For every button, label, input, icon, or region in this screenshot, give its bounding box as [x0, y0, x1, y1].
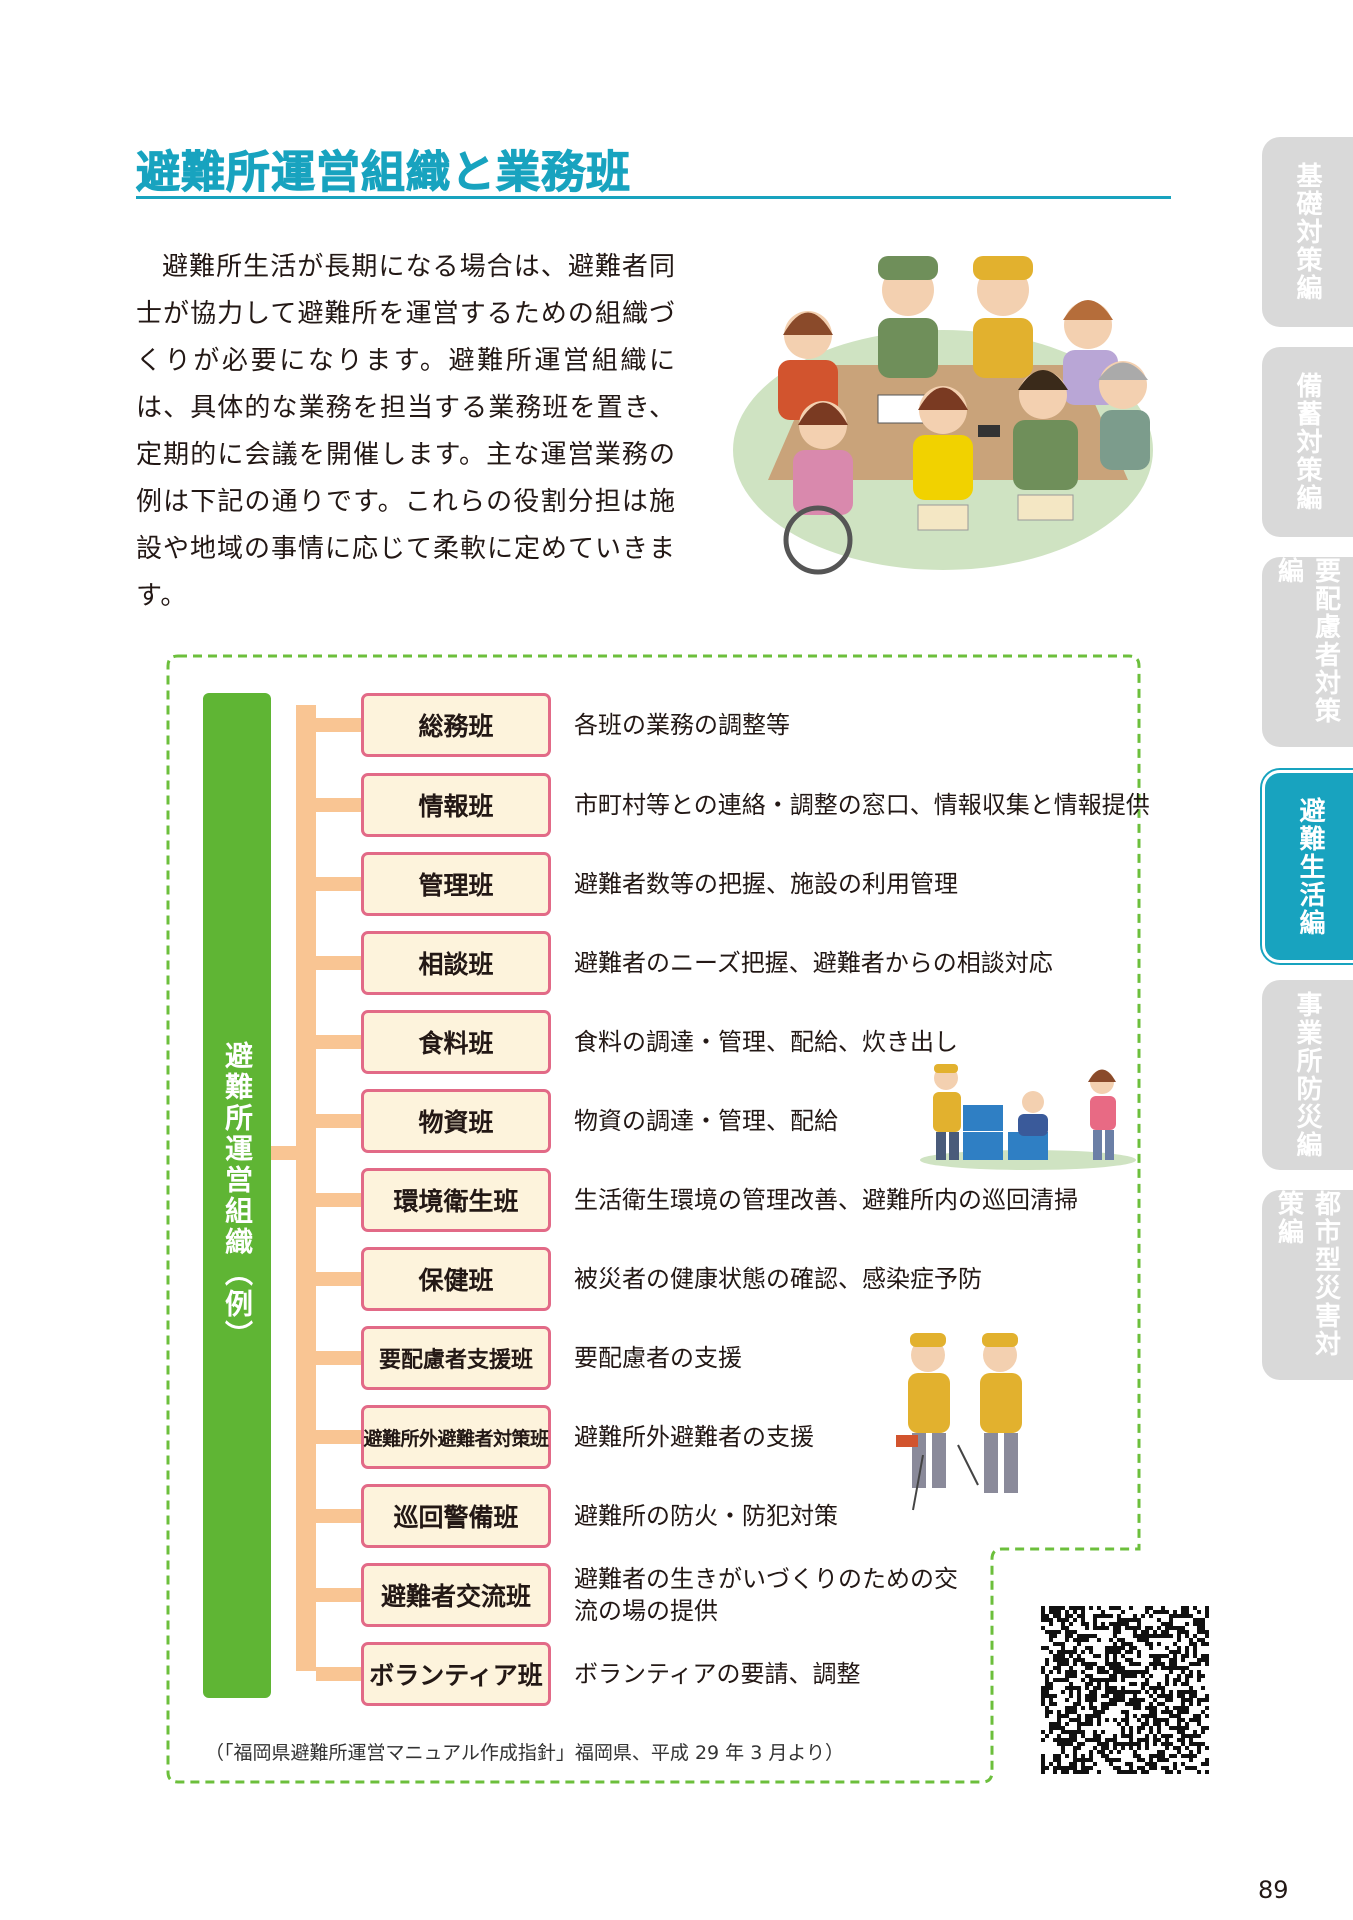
team-name: 相談班 — [361, 931, 551, 995]
tab-yohairyo[interactable]: 要配慮者対策編 — [1262, 557, 1353, 747]
team-description: 各班の業務の調整等 — [574, 711, 790, 739]
team-name: 避難所外避難者対策班 — [361, 1405, 551, 1469]
tab-label: 基礎対策編 — [1292, 162, 1322, 302]
row-connector — [316, 1509, 362, 1523]
team-description: 生活衛生環境の管理改善、避難所内の巡回清掃 — [574, 1186, 1078, 1214]
patrol-illustration — [896, 1333, 1022, 1511]
org-label-bar: 避難所運営組織（例） — [203, 693, 271, 1698]
tab-label: 備蓄対策編 — [1292, 372, 1322, 512]
team-name: 巡回警備班 — [361, 1484, 551, 1548]
supplies-illustration — [920, 1064, 1136, 1170]
tab-hinan-seikatsu[interactable]: 避難生活編 — [1262, 770, 1353, 963]
source-caption: （「福岡県避難所運営マニュアル作成指針」福岡県、平成 29 年 3 月より） — [205, 1742, 844, 1764]
team-description: 避難者数等の把握、施設の利用管理 — [574, 870, 958, 898]
row-connector — [316, 956, 362, 970]
tab-toshigata[interactable]: 都市型災害対策編 — [1262, 1190, 1353, 1380]
org-chart-frame — [166, 654, 1141, 1784]
team-name: 環境衛生班 — [361, 1168, 551, 1232]
title-underline — [136, 196, 1171, 199]
row-connector — [316, 1588, 362, 1602]
team-description: 避難所の防火・防犯対策 — [574, 1502, 838, 1530]
row-connector — [316, 1351, 362, 1365]
team-name: 避難者交流班 — [361, 1563, 551, 1627]
team-description: 避難者の生きがいづくりのための交流の場の提供 — [574, 1565, 958, 1625]
page-number: 89 — [1258, 1876, 1289, 1904]
tab-bichiku[interactable]: 備蓄対策編 — [1262, 347, 1353, 537]
row-connector — [316, 1272, 362, 1286]
tab-label: 要配慮者対策編 — [1273, 557, 1341, 725]
row-connector — [316, 1035, 362, 1049]
row-connector — [316, 1193, 362, 1207]
connector-stub — [271, 1146, 301, 1160]
row-connector — [316, 1114, 362, 1128]
row-connector — [316, 1667, 362, 1681]
team-name: 総務班 — [361, 693, 551, 757]
row-connector — [316, 718, 362, 732]
team-name: 保健班 — [361, 1247, 551, 1311]
team-description: 避難者のニーズ把握、避難者からの相談対応 — [574, 949, 1053, 977]
team-name: 管理班 — [361, 852, 551, 916]
team-description: 要配慮者の支援 — [574, 1344, 742, 1372]
row-connector — [316, 798, 362, 812]
tab-jigyosho[interactable]: 事業所防災編 — [1262, 980, 1353, 1170]
page-title: 避難所運営組織と業務班 — [136, 147, 631, 199]
intro-paragraph: 避難所生活が長期になる場合は、避難者同士が協力して避難所を運営するための組織づく… — [136, 252, 677, 611]
row-connector — [316, 1430, 362, 1444]
team-description: 食料の調達・管理、配給、炊き出し — [574, 1028, 958, 1056]
team-name: 食料班 — [361, 1010, 551, 1074]
team-name: ボランティア班 — [361, 1642, 551, 1706]
team-name: 要配慮者支援班 — [361, 1326, 551, 1390]
qr-code[interactable] — [1041, 1606, 1209, 1774]
team-description: 避難所外避難者の支援 — [574, 1423, 814, 1451]
tab-kiso[interactable]: 基礎対策編 — [1262, 137, 1353, 327]
tab-label: 都市型災害対策編 — [1273, 1190, 1341, 1358]
team-name: 情報班 — [361, 773, 551, 837]
connector-spine — [296, 705, 316, 1671]
tab-label: 事業所防災編 — [1292, 991, 1322, 1159]
row-connector — [316, 877, 362, 891]
team-description: 被災者の健康状態の確認、感染症予防 — [574, 1265, 982, 1293]
team-description: 物資の調達・管理、配給 — [574, 1107, 838, 1135]
team-name: 物資班 — [361, 1089, 551, 1153]
team-description: ボランティアの要請、調整 — [574, 1660, 861, 1688]
org-label: 避難所運営組織（例） — [221, 1040, 254, 1351]
meeting-illustration — [733, 256, 1153, 575]
tab-label: 避難生活編 — [1295, 796, 1325, 937]
team-description: 市町村等との連絡・調整の窓口、情報収集と情報提供 — [574, 791, 1150, 819]
